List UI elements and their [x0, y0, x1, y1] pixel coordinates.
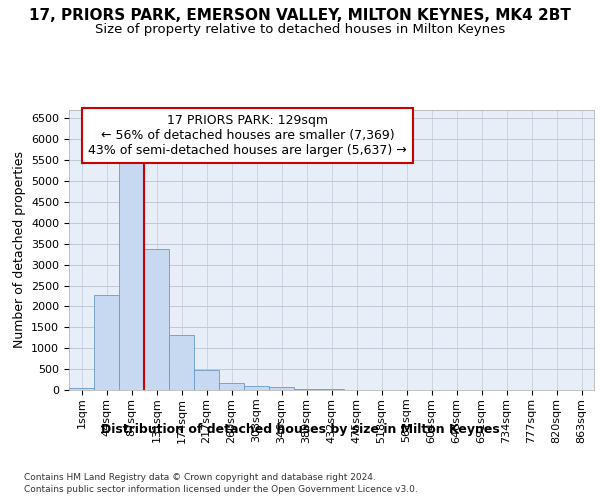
- Bar: [119, 162, 144, 390]
- Bar: [144, 248, 169, 390]
- Bar: [319, 389, 344, 390]
- Bar: [269, 388, 294, 390]
- Bar: [244, 386, 269, 390]
- Bar: [69, 388, 94, 390]
- Text: 17, PRIORS PARK, EMERSON VALLEY, MILTON KEYNES, MK4 2BT: 17, PRIORS PARK, EMERSON VALLEY, MILTON …: [29, 8, 571, 22]
- Text: Distribution of detached houses by size in Milton Keynes: Distribution of detached houses by size …: [101, 422, 499, 436]
- Text: Size of property relative to detached houses in Milton Keynes: Size of property relative to detached ho…: [95, 22, 505, 36]
- Text: Contains public sector information licensed under the Open Government Licence v3: Contains public sector information licen…: [24, 485, 418, 494]
- Text: Contains HM Land Registry data © Crown copyright and database right 2024.: Contains HM Land Registry data © Crown c…: [24, 472, 376, 482]
- Bar: [94, 294, 119, 390]
- Bar: [219, 383, 244, 390]
- Text: 17 PRIORS PARK: 129sqm
← 56% of detached houses are smaller (7,369)
43% of semi-: 17 PRIORS PARK: 129sqm ← 56% of detached…: [88, 114, 407, 157]
- Bar: [294, 388, 319, 390]
- Y-axis label: Number of detached properties: Number of detached properties: [13, 152, 26, 348]
- Bar: [194, 370, 219, 390]
- Bar: [169, 336, 194, 390]
